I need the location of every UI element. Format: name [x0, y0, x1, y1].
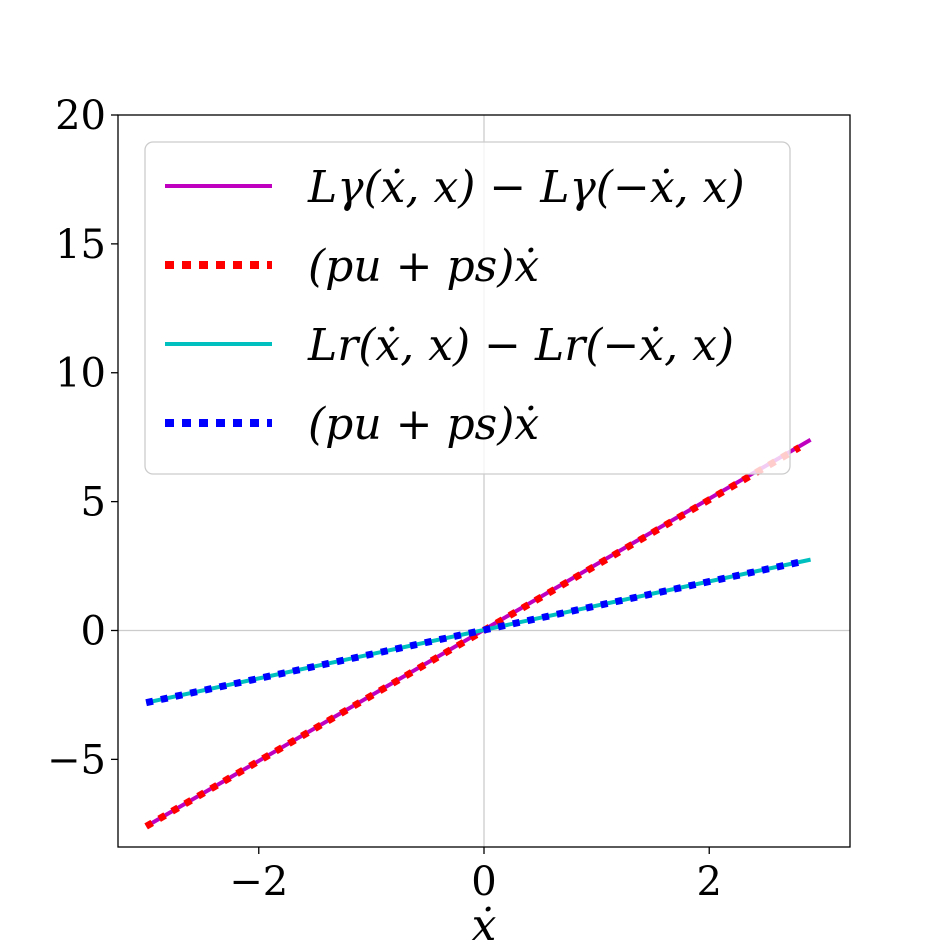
series-line-2	[144, 444, 802, 830]
x-tick-label: 0	[471, 859, 496, 905]
y-tick-label: 5	[81, 480, 106, 526]
y-ticks: −5 0 5 10 15 20	[47, 93, 118, 783]
y-tick-label: 0	[81, 608, 106, 654]
y-tick-label: −5	[47, 737, 106, 783]
series-lines	[144, 438, 812, 830]
x-ticks: −2 0 2	[229, 847, 722, 905]
x-axis-label: ẋ	[472, 900, 497, 951]
x-tick-label: −2	[229, 859, 288, 905]
x-tick-label: 2	[697, 859, 722, 905]
legend: Lγ(ẋ, x) − Lγ(−ẋ, x) (pu + ps)ẋ Lr(ẋ, x) −…	[144, 141, 791, 475]
legend-box	[144, 141, 791, 475]
y-tick-label: 10	[55, 351, 106, 397]
legend-label-2: (pu + ps)ẋ	[308, 241, 539, 292]
legend-label-4: (pu + ps)ẋ	[308, 399, 539, 450]
series-line-4	[145, 558, 801, 707]
legend-label-1: Lγ(ẋ, x) − Lγ(−ẋ, x)	[307, 162, 745, 213]
y-tick-label: 20	[55, 93, 106, 139]
series-line-3	[145, 557, 812, 705]
legend-label-3: Lr(ẋ, x) − Lr(−ẋ, x)	[307, 320, 734, 371]
y-tick-label: 15	[55, 222, 106, 268]
